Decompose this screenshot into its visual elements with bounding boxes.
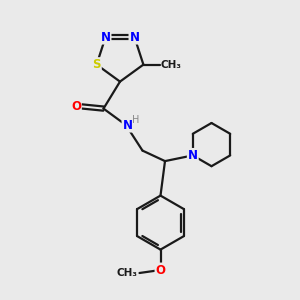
Text: N: N: [130, 31, 140, 44]
Text: N: N: [122, 118, 133, 132]
Text: S: S: [92, 58, 101, 71]
Text: CH₃: CH₃: [116, 268, 137, 278]
Text: N: N: [100, 31, 110, 44]
Text: CH₃: CH₃: [160, 60, 182, 70]
Text: N: N: [188, 149, 198, 162]
Text: O: O: [155, 263, 166, 277]
Text: O: O: [71, 100, 81, 113]
Text: H: H: [132, 115, 139, 125]
